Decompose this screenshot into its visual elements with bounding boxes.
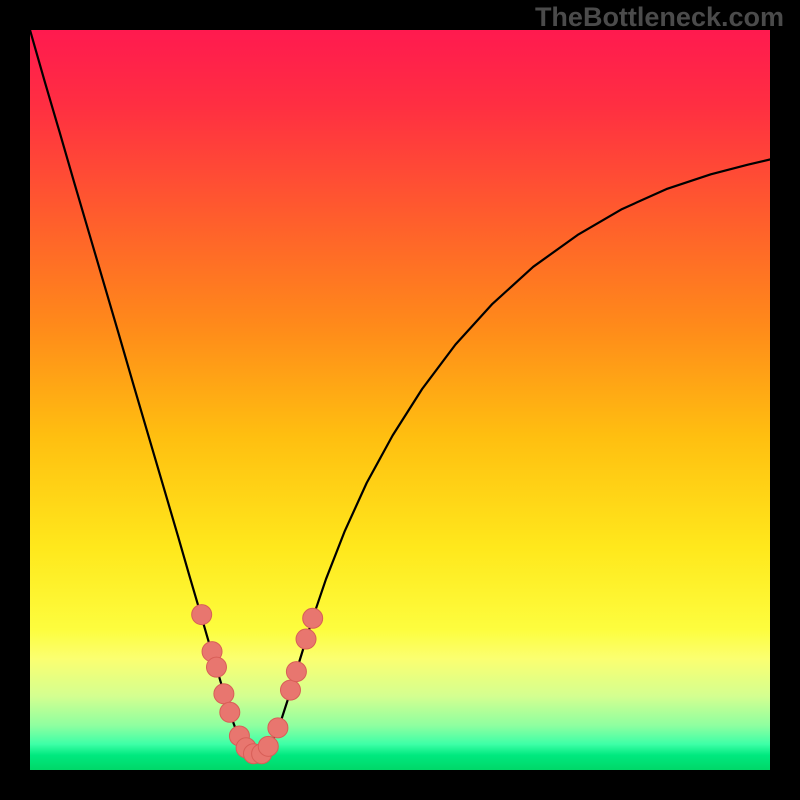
curve-marker [214,684,234,704]
curve-marker [192,605,212,625]
curve-marker [206,657,226,677]
curve-marker [220,702,240,722]
curve-marker [303,608,323,628]
curve-marker [258,736,278,756]
curve-marker [280,680,300,700]
curve-marker [286,662,306,682]
chart-svg [30,30,770,770]
curve-marker [296,629,316,649]
watermark-text: TheBottleneck.com [535,2,784,33]
gradient-background [30,30,770,770]
plot-area [30,30,770,770]
curve-marker [268,718,288,738]
